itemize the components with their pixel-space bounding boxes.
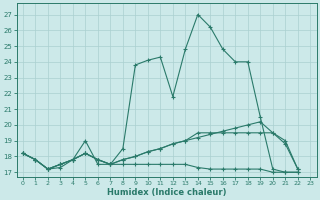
X-axis label: Humidex (Indice chaleur): Humidex (Indice chaleur) — [107, 188, 226, 197]
